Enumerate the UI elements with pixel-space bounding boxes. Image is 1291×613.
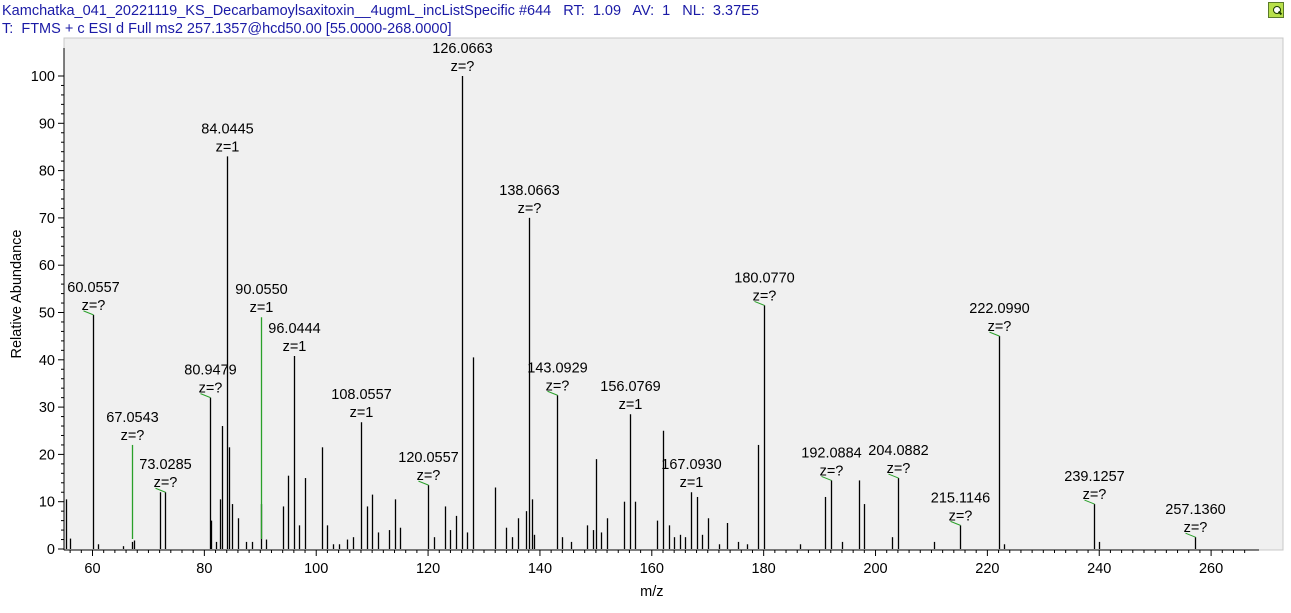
x-tick-label: 220 [975,561,999,577]
x-axis: 60 80 100 120 140 160 180 200 220 240 260 [64,549,1259,577]
peak-charge-label: z=1 [283,339,307,355]
peak-mz-label: 73.0285 [139,457,191,473]
peak-charge-label: z=? [1083,487,1107,503]
charge-tick [754,300,765,306]
x-tick-label: 80 [196,561,212,577]
charge-tick [547,390,558,396]
charge-tick [83,310,94,316]
peak-mz-label: 167.0930 [661,457,721,473]
peak-mz-label: 215.1146 [931,490,990,506]
peak-charge-label: z=? [154,475,178,491]
y-axis-label: Relative Abundance [9,230,25,359]
peak-charge-label: z=1 [680,475,704,491]
peak-mz-label: 84.0445 [201,121,253,137]
peak-charge-label: z=? [546,378,570,394]
x-tick-label: 240 [1087,561,1111,577]
peak-mz-label: 126.0663 [432,41,492,57]
peak-charge-label: z=? [988,319,1012,335]
peak-charge-label: z=? [82,298,106,314]
peak-mz-label: 90.0550 [235,282,287,298]
peak-charge-label: z=? [518,201,542,217]
charge-tick [888,473,899,479]
y-tick-label: 70 [39,211,55,227]
peak-charge-label: z=1 [216,139,240,155]
x-tick-label: 160 [640,561,664,577]
peak-mz-label: 143.0929 [527,360,587,376]
peak-charge-label: z=? [199,381,223,397]
peak-charge-label: z=? [417,468,441,484]
peak-mz-label: 156.0769 [600,379,660,395]
peak-mz-label: 239.1257 [1064,469,1124,485]
peak-charge-label: z=? [820,463,844,479]
y-tick-label: 10 [39,495,55,511]
peak-mz-label: 192.0884 [801,445,861,461]
peak-mz-label: 204.0882 [868,443,928,459]
x-tick-label: 120 [416,561,440,577]
peak-mz-label: 138.0663 [499,183,559,199]
y-tick-label: 40 [39,353,55,369]
charge-tick [989,331,1000,337]
charge-tick [950,520,961,526]
scan-filter: T: FTMS + c ESI d Full ms2 257.1357@hcd5… [2,21,452,37]
lock-view-icon[interactable] [1268,2,1284,18]
peak-mz-label: 96.0444 [268,321,320,337]
charge-tick [1185,532,1196,538]
peak-mz-label: 108.0557 [331,387,391,403]
peak-charge-label: z=? [451,59,475,75]
peak-mz-label: 180.0770 [734,270,794,286]
peak-charge-label: z=1 [350,405,374,421]
peaks [65,76,1197,549]
peak-mz-label: 80.9479 [184,363,236,379]
y-tick-label: 0 [47,542,55,558]
peak-mz-label: 257.1360 [1165,502,1225,518]
y-axis: 0 10 20 30 40 50 60 70 80 90 100 [31,48,65,558]
y-tick-label: 60 [39,258,55,274]
peak-charge-label: z=? [1184,520,1208,536]
peak-charge-label: z=1 [250,300,274,316]
charge-tick [418,480,429,486]
x-tick-label: 100 [304,561,328,577]
scan-header: Kamchatka_041_20221119_KS_Decarbamoylsax… [2,3,759,19]
y-tick-label: 20 [39,447,55,463]
x-tick-label: 200 [863,561,887,577]
x-axis-label: m/z [640,584,663,600]
y-tick-label: 30 [39,400,55,416]
plot-area [63,37,1284,551]
charge-tick [821,475,832,481]
peak-labels: 60.0557 z=? 67.0543 z=? 73.0285 z=? 80.9479 z=?… [67,41,1226,538]
peak-mz-label: 222.0990 [969,301,1029,317]
y-tick-label: 90 [39,116,55,132]
y-tick-label: 50 [39,306,55,322]
peak-charge-label: z=? [949,508,973,524]
peak-mz-label: 67.0543 [106,410,158,426]
peak-mz-label: 60.0557 [67,280,119,296]
x-tick-label: 140 [528,561,552,577]
x-tick-label: 260 [1199,561,1223,577]
y-tick-label: 100 [31,69,55,85]
x-tick-label: 180 [752,561,776,577]
charge-tick [200,393,211,399]
peak-charge-label: z=? [753,288,777,304]
x-tick-label: 60 [84,561,100,577]
charge-tick [1084,499,1095,505]
y-tick-label: 80 [39,164,55,180]
peak-mz-label: 120.0557 [398,450,458,466]
peak-charge-label: z=? [887,461,911,477]
peak-charge-label: z=? [121,428,145,444]
charge-tick [155,487,166,493]
peak-charge-label: z=1 [619,397,643,413]
